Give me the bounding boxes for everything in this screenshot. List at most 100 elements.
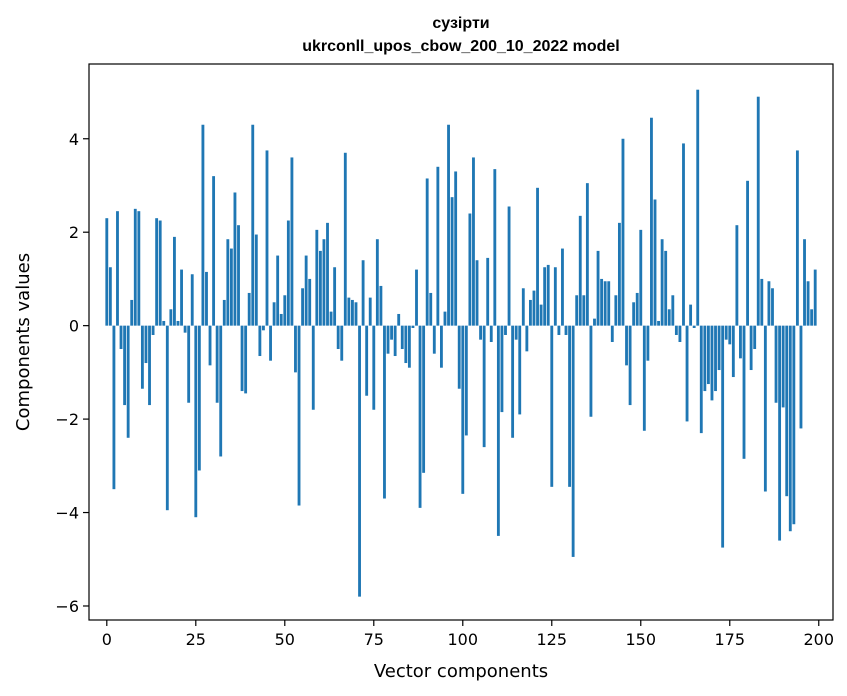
bar [461, 325, 465, 494]
bar [575, 295, 579, 326]
bar [237, 225, 240, 326]
bar [351, 299, 354, 326]
bar [479, 325, 483, 340]
bar [525, 325, 529, 352]
bar [682, 143, 685, 326]
bar [443, 311, 447, 326]
bar [457, 325, 461, 389]
bar [617, 222, 621, 326]
bar [311, 325, 315, 410]
bar [286, 220, 290, 326]
bar [792, 325, 796, 525]
bar [536, 187, 539, 326]
bar [422, 325, 426, 473]
bar [628, 325, 632, 406]
bar [810, 309, 814, 326]
bar [475, 260, 479, 326]
bar [304, 255, 308, 326]
bar [489, 325, 493, 342]
x-tick-label: 50 [275, 630, 295, 649]
bar [108, 267, 112, 326]
bar [735, 225, 739, 326]
bar [742, 325, 746, 459]
bar [607, 281, 611, 326]
bar [532, 290, 536, 326]
bar [165, 325, 169, 511]
bar [561, 248, 564, 326]
bar [667, 309, 671, 326]
bar [137, 211, 141, 326]
bar [528, 299, 532, 326]
x-tick-label: 150 [625, 630, 656, 649]
bar [660, 239, 664, 326]
bar [226, 239, 230, 326]
bar [429, 292, 433, 326]
bar [375, 239, 379, 326]
bar [386, 325, 390, 354]
x-tick-label: 100 [448, 630, 479, 649]
bar [799, 325, 803, 429]
bar [404, 325, 408, 364]
bar [343, 152, 347, 326]
bar [436, 166, 440, 326]
chart-subtitle: ukrconll_upos_cbow_200_10_2022 model [302, 38, 619, 55]
bar [500, 325, 504, 413]
bars-group [105, 89, 817, 597]
bar [368, 297, 372, 326]
bar [222, 299, 226, 326]
bar [112, 325, 116, 490]
bar [504, 325, 507, 335]
bar [639, 229, 643, 326]
bar [254, 234, 258, 326]
bar [411, 325, 415, 328]
x-tick-label: 125 [537, 630, 568, 649]
bar [632, 302, 636, 326]
bar [116, 211, 119, 326]
bar [778, 325, 782, 541]
bar [507, 206, 511, 326]
bar [130, 299, 134, 326]
bar [336, 325, 340, 350]
bar [550, 325, 554, 487]
bar [201, 124, 205, 326]
bar [219, 325, 223, 457]
bar [689, 304, 693, 326]
bar [674, 325, 678, 335]
bar [372, 325, 376, 410]
bar [781, 325, 785, 408]
x-axis-ticks: 0 25 50 75 100 125 150 175 200 [102, 620, 834, 649]
bar [148, 325, 151, 406]
bar [269, 325, 272, 361]
plot-frame [88, 63, 834, 621]
bar [358, 325, 361, 597]
bar [756, 96, 760, 326]
bar [173, 236, 176, 326]
bar [247, 292, 251, 326]
x-tick-label: 75 [364, 630, 384, 649]
bar [521, 288, 525, 326]
bar [717, 325, 721, 371]
x-axis-label: Vector components [374, 661, 548, 682]
bar [496, 325, 500, 536]
bar [326, 222, 329, 326]
bar [635, 292, 639, 326]
bar [546, 264, 550, 326]
bar [439, 325, 443, 368]
bar [603, 281, 607, 326]
bar [415, 269, 418, 326]
bar [767, 281, 771, 326]
bar [728, 325, 732, 345]
bar [393, 325, 397, 357]
bar [279, 313, 283, 326]
bar [315, 229, 319, 326]
bar [600, 278, 604, 326]
bar [397, 313, 401, 326]
bar [447, 124, 450, 326]
x-tick-label: 175 [714, 630, 745, 649]
bar [119, 325, 123, 350]
bar [486, 257, 490, 326]
bar [482, 325, 486, 448]
y-axis-label: Components values [13, 253, 34, 431]
bar [749, 325, 753, 371]
